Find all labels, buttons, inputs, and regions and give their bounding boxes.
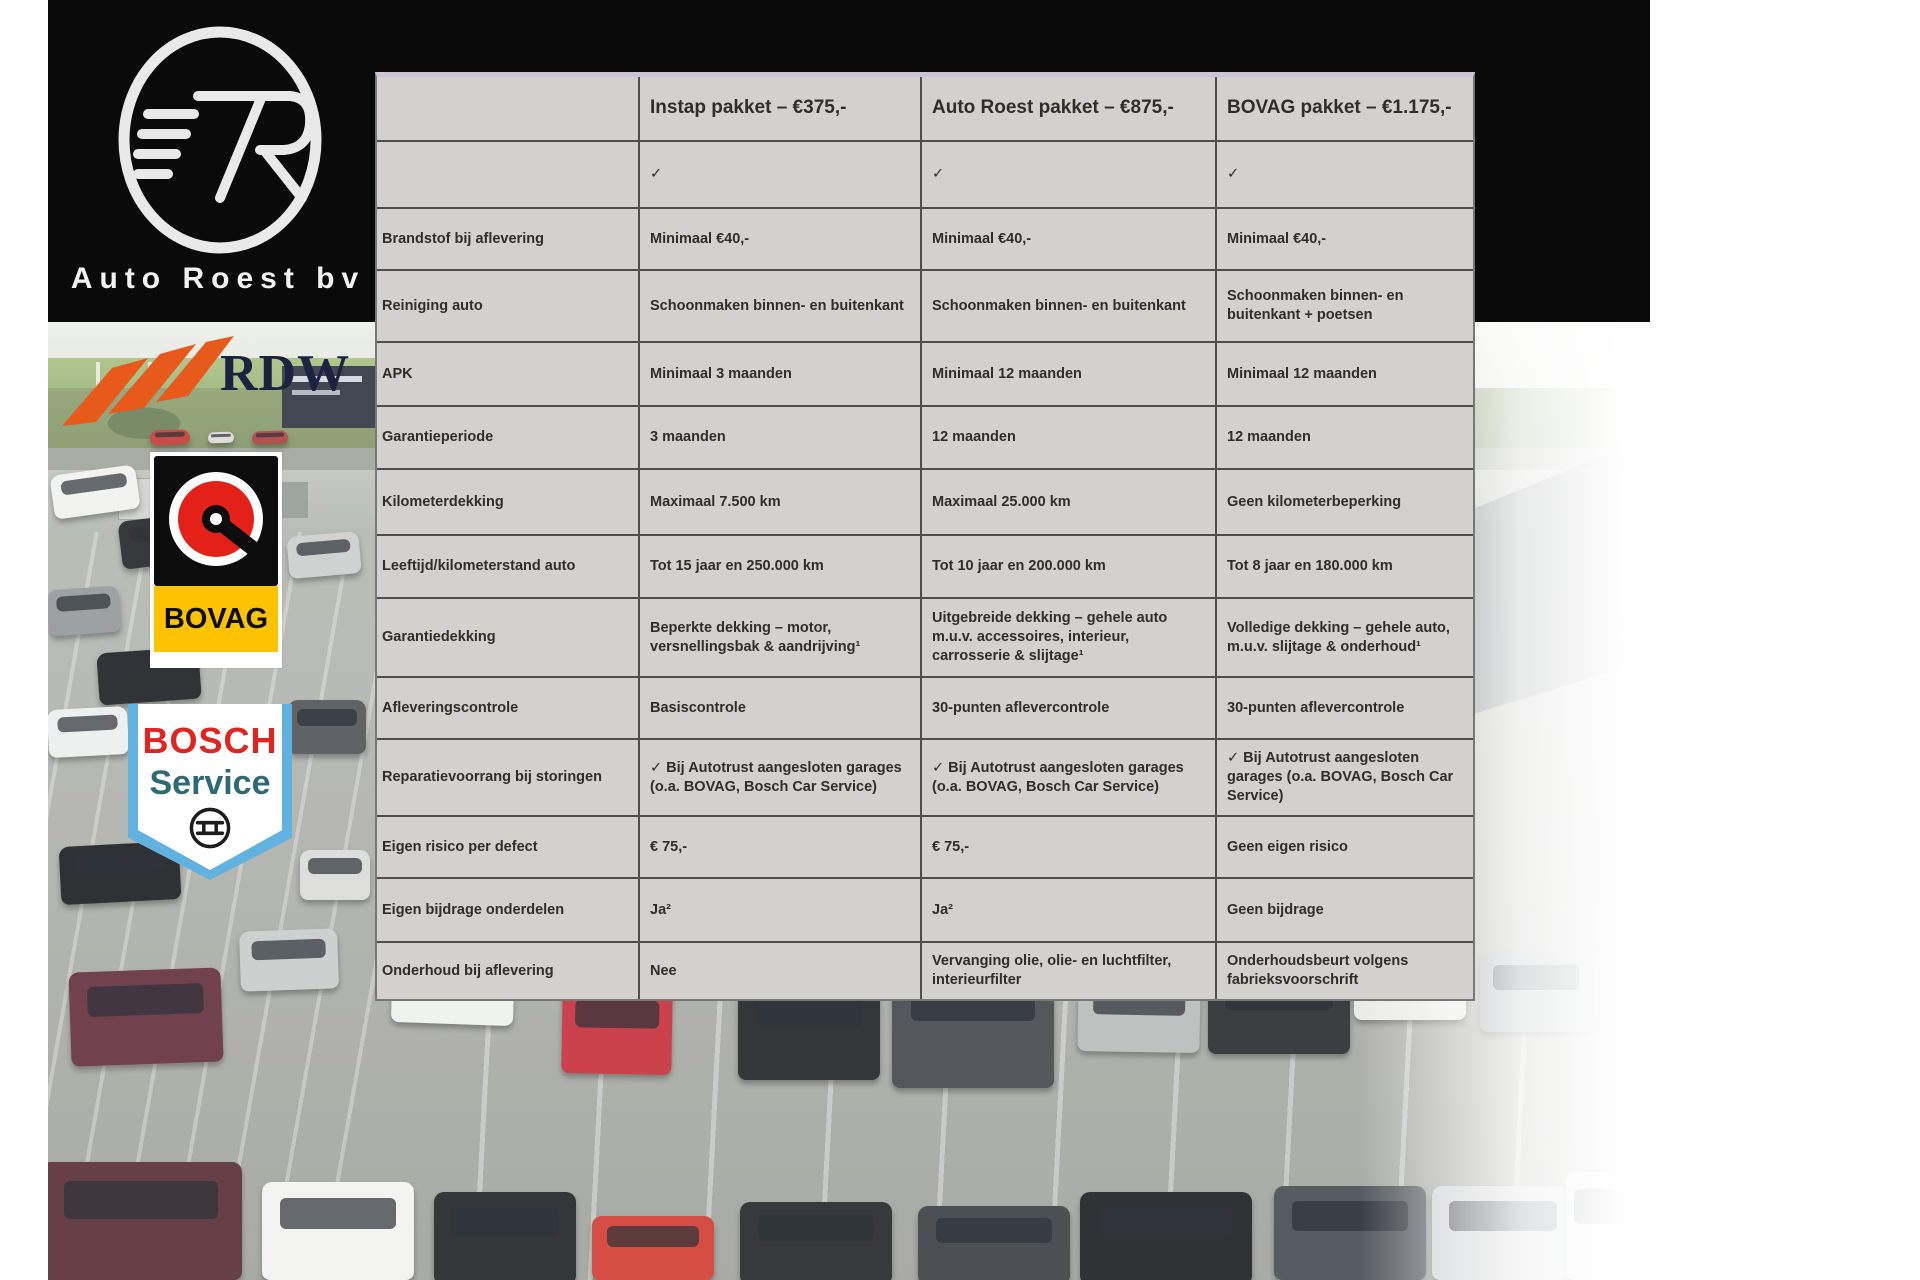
car-shape — [434, 1192, 576, 1280]
package-cell: Ja² — [920, 879, 1215, 941]
rdw-wordmark: RDW — [220, 345, 351, 402]
package-cell: 12 maanden — [1215, 407, 1473, 468]
package-cell: € 75,- — [920, 817, 1215, 877]
package-cell: € 75,- — [638, 817, 920, 877]
table-header-row: Instap pakket – €375,- Auto Roest pakket … — [377, 77, 1473, 140]
bosch-armature-icon — [189, 807, 231, 849]
package-cell: Geen kilometerbeperking — [1215, 470, 1473, 534]
package-cell: Geen eigen risico — [1215, 817, 1473, 877]
package-cell: Maximaal 7.500 km — [638, 470, 920, 534]
package-cell: 30-punten aflevercontrole — [1215, 678, 1473, 738]
car-shape — [918, 1206, 1070, 1280]
package-cell: ✓ — [1215, 142, 1473, 207]
row-label: Leeftijd/kilometerstand auto — [382, 558, 576, 575]
package-cell: Schoonmaken binnen- en buitenkant + poet… — [1215, 271, 1473, 341]
package-cell: ✓ Bij Autotrust aangesloten garages (o.a… — [920, 740, 1215, 815]
row-label: Onderhoud bij aflevering — [382, 962, 554, 979]
table-row: Onderhoud bij aflevering Nee Vervanging ol… — [377, 941, 1473, 999]
table-row: Eigen risico per defect € 75,- € 75,- Geen … — [377, 815, 1473, 877]
table-row: Garantieperiode 3 maanden 12 maanden 12 maa… — [377, 405, 1473, 468]
package-cell: Beperkte dekking – motor, versnellingsba… — [638, 599, 920, 676]
rdw-wing-icon — [62, 336, 234, 426]
car-shape — [592, 1216, 714, 1280]
table-row: APK Minimaal 3 maanden Minimaal 12 maanden… — [377, 341, 1473, 405]
package-cell: Onderhoudsbeurt volgens fabrieksvoorschr… — [1215, 943, 1473, 999]
package-cell: 30-punten aflevercontrole — [920, 678, 1215, 738]
car-shape — [740, 1202, 892, 1280]
package-cell: ✓ — [920, 142, 1215, 207]
table-row: Kilometerdekking Maximaal 7.500 km Maximaa… — [377, 468, 1473, 534]
package-header: Instap pakket – €375,- — [638, 77, 920, 140]
header-label-cell — [377, 77, 638, 140]
table-row: Reparatievoorrang bij storingen ✓ Bij Aut… — [377, 738, 1473, 815]
package-cell: Minimaal 12 maanden — [920, 343, 1215, 405]
row-label: APK — [382, 365, 413, 382]
package-cell: Vervanging olie, olie- en luchtfilter, i… — [920, 943, 1215, 999]
bosch-service-wordmark: Service — [149, 764, 271, 802]
package-cell: Schoonmaken binnen- en buitenkant — [920, 271, 1215, 341]
row-label: Eigen bijdrage onderdelen — [382, 901, 565, 918]
package-cell: Minimaal €40,- — [1215, 209, 1473, 269]
package-cell: Schoonmaken binnen- en buitenkant — [638, 271, 920, 341]
auto-roest-logo-icon — [118, 26, 322, 254]
bovag-wordmark: BOVAG — [163, 602, 269, 635]
table-row: Brandstof bij aflevering Minimaal €40,- Mi… — [377, 207, 1473, 269]
row-label: Garantiedekking — [382, 629, 496, 646]
car-shape — [262, 1182, 414, 1280]
brand-name: Auto Roest bv — [70, 262, 366, 295]
row-label: Afleveringscontrole — [382, 699, 519, 716]
package-cell: Basiscontrole — [638, 678, 920, 738]
package-cell: Geen bijdrage — [1215, 879, 1473, 941]
row-label: Reiniging auto — [382, 297, 483, 314]
bosch-service-logo: BOSCH Service — [128, 704, 292, 880]
bovag-wordmark-band: BOVAG — [154, 586, 278, 652]
car-shape — [48, 1162, 242, 1280]
table-row: Leeftijd/kilometerstand auto Tot 15 jaar … — [377, 534, 1473, 597]
table-row: ✓ ✓ ✓ — [377, 140, 1473, 207]
package-cell: Tot 10 jaar en 200.000 km — [920, 536, 1215, 597]
bosch-service-card: BOSCH Service — [138, 704, 282, 870]
bovag-logo: BOVAG — [150, 452, 282, 668]
package-cell: Minimaal €40,- — [920, 209, 1215, 269]
row-label: Brandstof bij aflevering — [382, 230, 544, 247]
package-cell: ✓ Bij Autotrust aangesloten garages (o.a… — [638, 740, 920, 815]
package-cell: Minimaal 12 maanden — [1215, 343, 1473, 405]
package-cell: Ja² — [638, 879, 920, 941]
table-row: Afleveringscontrole Basiscontrole 30-punte… — [377, 676, 1473, 738]
table-row: Garantiedekking Beperkte dekking – motor,… — [377, 597, 1473, 676]
package-comparison-table: Instap pakket – €375,- Auto Roest pakket … — [375, 72, 1475, 1001]
row-label — [377, 142, 638, 207]
package-cell: Uitgebreide dekking – gehele auto m.u.v.… — [920, 599, 1215, 676]
row-label: Kilometerdekking — [382, 493, 504, 510]
row-label: Garantieperiode — [382, 429, 494, 446]
car-shape — [300, 850, 370, 900]
package-cell: 3 maanden — [638, 407, 920, 468]
package-cell: Maximaal 25.000 km — [920, 470, 1215, 534]
package-cell: Nee — [638, 943, 920, 999]
package-cell: Tot 8 jaar en 180.000 km — [1215, 536, 1473, 597]
table-row: Eigen bijdrage onderdelen Ja² Ja² Geen bijd… — [377, 877, 1473, 941]
package-cell: Volledige dekking – gehele auto, m.u.v. … — [1215, 599, 1473, 676]
package-header: Auto Roest pakket – €875,- — [920, 77, 1215, 140]
package-cell: 12 maanden — [920, 407, 1215, 468]
bosch-wordmark: BOSCH — [142, 720, 278, 761]
table-row: Reiniging auto Schoonmaken binnen- en bui… — [377, 269, 1473, 341]
package-cell: Minimaal 3 maanden — [638, 343, 920, 405]
package-cell: ✓ — [638, 142, 920, 207]
row-label: Eigen risico per defect — [382, 838, 538, 855]
bovag-emblem-icon — [154, 456, 278, 586]
row-label: Reparatievoorrang bij storingen — [382, 769, 602, 786]
car-shape — [288, 700, 366, 754]
package-cell: ✓ Bij Autotrust aangesloten garages (o.a… — [1215, 740, 1473, 815]
package-cell: Tot 15 jaar en 250.000 km — [638, 536, 920, 597]
car-shape — [1080, 1192, 1252, 1280]
rdw-logo: RDW — [60, 334, 349, 430]
package-cell: Minimaal €40,- — [638, 209, 920, 269]
package-header: BOVAG pakket – €1.175,- — [1215, 77, 1473, 140]
